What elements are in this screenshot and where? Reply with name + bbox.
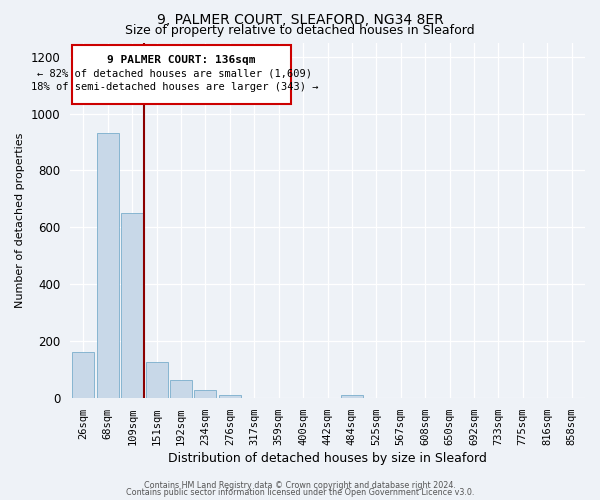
X-axis label: Distribution of detached houses by size in Sleaford: Distribution of detached houses by size … bbox=[168, 452, 487, 465]
Bar bbox=[341, 395, 363, 398]
Bar bbox=[73, 46, 291, 104]
Bar bbox=[73, 352, 94, 398]
Text: Contains public sector information licensed under the Open Government Licence v3: Contains public sector information licen… bbox=[126, 488, 474, 497]
Text: 18% of semi-detached houses are larger (343) →: 18% of semi-detached houses are larger (… bbox=[31, 82, 318, 92]
Text: 9, PALMER COURT, SLEAFORD, NG34 8ER: 9, PALMER COURT, SLEAFORD, NG34 8ER bbox=[157, 12, 443, 26]
Bar bbox=[170, 380, 192, 398]
Y-axis label: Number of detached properties: Number of detached properties bbox=[15, 132, 25, 308]
Bar bbox=[194, 390, 217, 398]
Text: Size of property relative to detached houses in Sleaford: Size of property relative to detached ho… bbox=[125, 24, 475, 37]
Text: ← 82% of detached houses are smaller (1,609): ← 82% of detached houses are smaller (1,… bbox=[37, 69, 312, 79]
Bar bbox=[97, 134, 119, 398]
Text: 9 PALMER COURT: 136sqm: 9 PALMER COURT: 136sqm bbox=[107, 54, 256, 64]
Bar bbox=[219, 395, 241, 398]
Text: Contains HM Land Registry data © Crown copyright and database right 2024.: Contains HM Land Registry data © Crown c… bbox=[144, 480, 456, 490]
Bar bbox=[146, 362, 167, 398]
Bar bbox=[121, 213, 143, 398]
